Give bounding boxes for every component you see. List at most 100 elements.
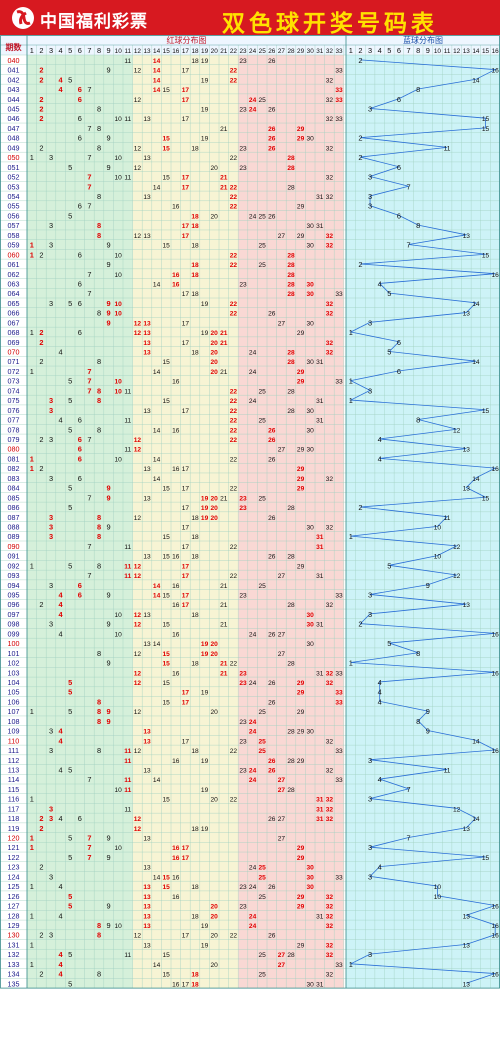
blue-ball-number: 3 xyxy=(368,386,372,395)
red-ball-number: 25 xyxy=(259,738,267,745)
red-ball-number: 31 xyxy=(316,981,324,988)
blue-ball-number: 15 xyxy=(482,495,490,502)
red-ball-number: 17 xyxy=(182,505,190,512)
red-ball-number: 32 xyxy=(326,476,334,483)
red-ball-number: 26 xyxy=(268,933,276,940)
red-column-label: 27 xyxy=(278,48,286,55)
blue-ball-number: 5 xyxy=(387,348,391,357)
red-ball-number: 26 xyxy=(268,136,276,143)
red-ball-number: 7 xyxy=(87,85,91,94)
red-ball-number: 13 xyxy=(143,836,151,843)
red-ball-number: 22 xyxy=(230,388,238,395)
red-ball-number: 2 xyxy=(39,250,43,259)
period-label: 129 xyxy=(8,921,20,930)
red-ball-number: 32 xyxy=(326,301,334,308)
period-label: 096 xyxy=(8,600,20,609)
period-label: 070 xyxy=(8,348,20,357)
red-ball-number: 13 xyxy=(143,913,151,920)
red-ball-number: 6 xyxy=(78,328,82,337)
red-ball-number: 8 xyxy=(97,697,101,706)
red-ball-number: 22 xyxy=(230,68,238,75)
red-ball-number: 29 xyxy=(297,563,305,570)
blue-ball-number: 16 xyxy=(492,68,500,75)
red-ball-number: 5 xyxy=(68,688,72,697)
red-ball-number: 14 xyxy=(153,456,161,463)
red-ball-number: 13 xyxy=(143,923,151,930)
red-ball-number: 32 xyxy=(326,738,334,745)
period-label: 064 xyxy=(8,289,20,298)
red-ball-number: 20 xyxy=(211,962,219,969)
red-ball-number: 15 xyxy=(163,145,171,152)
red-ball-number: 32 xyxy=(326,680,334,687)
red-ball-number: 26 xyxy=(268,58,276,65)
red-ball-number: 8 xyxy=(97,746,101,755)
red-ball-number: 29 xyxy=(297,379,305,386)
red-ball-number: 17 xyxy=(182,68,190,75)
red-ball-number: 32 xyxy=(326,77,334,84)
red-ball-number: 27 xyxy=(278,631,286,638)
red-ball-number: 2 xyxy=(39,600,43,609)
grid-lines xyxy=(0,45,500,989)
red-ball-number: 7 xyxy=(87,386,91,395)
red-ball-number: 30 xyxy=(307,641,315,648)
red-ball-number: 16 xyxy=(172,427,180,434)
red-ball-number: 27 xyxy=(278,787,286,794)
red-ball-number: 3 xyxy=(49,931,53,940)
red-ball-number: 7 xyxy=(87,843,91,852)
red-ball-number: 12 xyxy=(134,933,142,940)
red-ball-number: 16 xyxy=(172,631,180,638)
red-ball-number: 4 xyxy=(59,882,63,891)
red-ball-number: 25 xyxy=(259,583,267,590)
red-ball-number: 11 xyxy=(124,58,131,65)
blue-ball-number: 3 xyxy=(368,591,372,600)
red-ball-number: 2 xyxy=(39,66,43,75)
red-ball-number: 26 xyxy=(268,816,276,823)
red-ball-number: 16 xyxy=(172,758,180,765)
red-column-label: 23 xyxy=(239,48,247,55)
blue-ball-number: 12 xyxy=(453,573,461,580)
red-ball-number: 28 xyxy=(287,758,295,765)
blue-ball-number: 7 xyxy=(407,241,411,250)
red-ball-number: 30 xyxy=(307,729,315,736)
blue-ball-number: 7 xyxy=(407,182,411,191)
red-ball-number: 1 xyxy=(30,328,34,337)
period-label: 072 xyxy=(8,367,20,376)
red-ball-number: 22 xyxy=(230,418,238,425)
red-ball-number: 28 xyxy=(287,359,295,366)
red-ball-number: 22 xyxy=(230,544,238,551)
red-ball-number: 11 xyxy=(124,116,131,123)
red-ball-number: 28 xyxy=(287,787,295,794)
red-ball-number: 4 xyxy=(59,75,64,84)
red-ball-number: 22 xyxy=(230,204,238,211)
red-ball-number: 2 xyxy=(39,75,43,84)
red-ball-number: 22 xyxy=(230,797,238,804)
red-ball-number: 19 xyxy=(201,923,209,930)
red-ball-number: 9 xyxy=(107,493,111,502)
blue-ball-number: 3 xyxy=(368,318,372,327)
period-label: 122 xyxy=(8,853,20,862)
blue-ball-number: 6 xyxy=(397,211,401,220)
red-ball-number: 17 xyxy=(182,981,190,988)
red-ball-number: 19 xyxy=(201,690,209,697)
blue-ball-number: 16 xyxy=(492,923,500,930)
red-ball-number: 13 xyxy=(143,320,151,327)
red-ball-number: 18 xyxy=(191,223,199,230)
red-ball-number: 31 xyxy=(316,418,324,425)
red-ball-number: 17 xyxy=(182,486,190,493)
red-ball-number: 7 xyxy=(87,173,91,182)
red-ball-number: 30 xyxy=(307,136,315,143)
red-ball-number: 12 xyxy=(134,816,142,823)
red-ball-number: 3 xyxy=(49,241,53,250)
blue-ball-number: 6 xyxy=(397,367,401,376)
period-label: 091 xyxy=(8,552,20,561)
period-label: 085 xyxy=(8,493,20,502)
red-ball-number: 4 xyxy=(59,950,64,959)
red-ball-number: 2 xyxy=(39,970,43,979)
red-ball-number: 14 xyxy=(153,641,161,648)
blue-ball-number: 3 xyxy=(368,950,372,959)
red-column-label: 22 xyxy=(230,48,238,55)
red-ball-number: 13 xyxy=(143,641,151,648)
red-ball-number: 12 xyxy=(134,145,142,152)
blue-ball-number: 2 xyxy=(358,260,362,269)
